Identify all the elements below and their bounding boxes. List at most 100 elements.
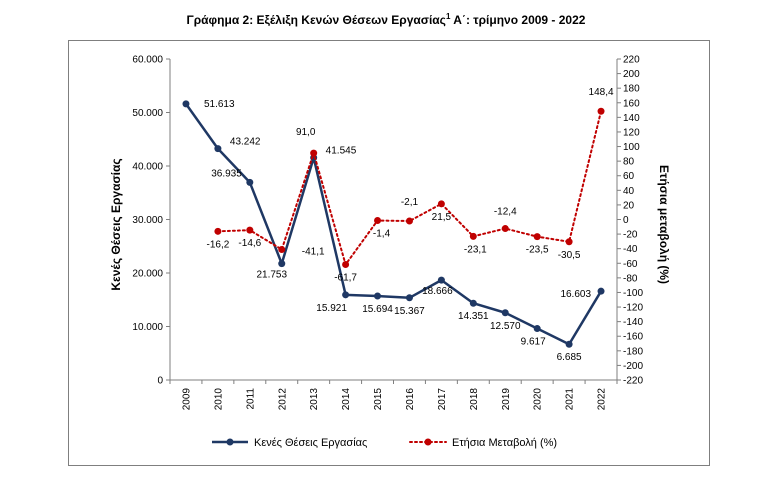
series-vacancies-point: [533, 325, 541, 333]
y-left-tick-label: 50.000: [132, 108, 163, 119]
series-vacancies-point: [405, 294, 413, 302]
x-tick-label: 2018: [469, 388, 480, 411]
y-right-tick-label: 20: [623, 200, 635, 211]
series-annual-change-line: [216, 110, 603, 267]
series-vacancies-point: [374, 292, 382, 300]
y-left-tick-label: 10.000: [132, 322, 163, 333]
vacancies-data-label: 15.694: [362, 304, 393, 315]
legend-annual-change-marker: [424, 438, 432, 446]
y-right-tick-label: -120: [623, 303, 643, 314]
series-vacancies-point: [214, 145, 222, 153]
series-vacancies-point: [565, 340, 573, 348]
y-right-tick-label: 0: [623, 215, 629, 226]
series-annual-change-point: [501, 225, 509, 233]
y-right-tick-label: 140: [623, 113, 640, 124]
x-tick-label: 2010: [213, 388, 224, 411]
annual-change-data-label: -16,2: [206, 239, 229, 250]
y-right-tick-label: -180: [623, 346, 643, 357]
y-right-tick-label: -80: [623, 273, 638, 284]
x-tick-label: 2017: [437, 388, 448, 411]
y-axis-left-title: Κενές Θέσεις Εργασίας: [109, 158, 123, 290]
y-right-tick-label: -100: [623, 288, 643, 299]
x-tick-label: 2016: [405, 388, 416, 411]
vacancies-data-label: 15.367: [394, 306, 425, 317]
annual-change-data-label: 148,4: [589, 87, 614, 98]
series-annual-change-point: [374, 217, 382, 225]
x-tick-label: 2015: [373, 388, 384, 411]
vacancies-data-label: 43.242: [230, 137, 261, 148]
annual-change-data-label: -23,1: [464, 244, 487, 255]
y-right-tick-label: 40: [623, 186, 635, 197]
series-annual-change-point: [533, 233, 541, 241]
vacancies-data-label: 9.617: [521, 337, 546, 348]
y-left-tick-label: 30.000: [132, 215, 163, 226]
axes: 0 10.000 20.000 30.000 40.000 50.000 60.000 -22…: [109, 55, 671, 411]
series-vacancies-point: [246, 178, 254, 186]
series-annual-change-point: [278, 245, 286, 253]
y-right-tick-label: -200: [623, 361, 643, 372]
series-vacancies-point: [501, 309, 509, 317]
y-right-tick-label: 100: [623, 142, 640, 153]
x-tick-label: 2019: [501, 388, 512, 411]
series-vacancies: [182, 100, 605, 348]
series-annual-change-point: [405, 217, 413, 225]
series-annual-change-point: [565, 238, 573, 246]
y-left-tick-label: 0: [157, 376, 163, 387]
annual-change-data-label: -23,5: [526, 245, 549, 256]
y-right-tick-label: -220: [623, 376, 643, 387]
y-right-tick-label: 60: [623, 171, 635, 182]
series-annual-change-point: [597, 107, 605, 115]
legend-vacancies-label: Κενές Θέσεις Εργασίας: [254, 437, 367, 449]
y-right-tick-label: 220: [623, 55, 640, 66]
y-left-tick-label: 20.000: [132, 269, 163, 280]
legend-annual-change-label: Ετήσια Μεταβολή (%): [452, 437, 557, 449]
vacancies-data-label: 18.666: [422, 286, 453, 297]
series-annual-change-point: [246, 226, 254, 234]
series-vacancies-point: [437, 276, 445, 284]
vacancies-data-label: 6.685: [557, 352, 582, 363]
y-left-tick-label: 60.000: [132, 55, 163, 66]
annual-change-data-label: 91,0: [296, 127, 316, 138]
annual-change-data-label: 21,5: [432, 212, 452, 223]
series-annual-change-point: [310, 149, 318, 157]
chart-frame: [68, 40, 710, 466]
x-tick-label: 2012: [277, 388, 288, 411]
vacancies-data-label: 51.613: [204, 99, 235, 110]
y-right-tick-label: 120: [623, 127, 640, 138]
series-vacancies-point: [469, 299, 477, 307]
y-right-tick-label: -20: [623, 230, 638, 241]
y-right-tick-label: 80: [623, 157, 635, 168]
chart-title-footnote-mark: 1: [445, 12, 451, 21]
annual-change-data-label: -14,6: [238, 238, 261, 249]
vacancies-data-label: 21.753: [256, 270, 287, 281]
series-annual-change-point: [469, 232, 477, 240]
annual-change-data-label: -41,1: [302, 246, 325, 257]
chart-title-main: Γράφημα 2: Εξέλιξη Κενών Θέσεων Εργασίας: [186, 13, 446, 27]
annual-change-data-label: -1,4: [373, 229, 391, 240]
annual-change-data-label: -61,7: [334, 273, 357, 284]
chart-title-rest: Α΄: τρίμηνο 2009 - 2022: [450, 13, 586, 27]
chart-title: Γράφημα 2: Εξέλιξη Κενών Θέσεων Εργασίας…: [0, 12, 772, 27]
x-tick-label: 2011: [245, 388, 256, 410]
x-tick-label: 2009: [181, 388, 192, 411]
vacancies-data-label: 15.921: [316, 303, 347, 314]
y-right-tick-label: 160: [623, 98, 640, 109]
series-annual-change: [214, 107, 605, 269]
y-right-tick-label: 200: [623, 69, 640, 80]
y-right-tick-label: -40: [623, 244, 638, 255]
y-right-tick-label: -60: [623, 259, 638, 270]
y-right-tick-label: -160: [623, 332, 643, 343]
series-vacancies-point: [597, 287, 605, 295]
y-axis-right-title: Ετήσια μεταβολή (%): [657, 165, 671, 284]
x-tick-label: 2013: [309, 388, 320, 411]
series-annual-change-point: [214, 227, 222, 235]
vacancies-data-label: 12.570: [490, 321, 521, 332]
series-vacancies-point: [182, 100, 190, 108]
vacancies-data-label: 36.935: [211, 168, 242, 179]
y-right-tick-label: 180: [623, 84, 640, 95]
series-annual-change-point: [437, 200, 445, 208]
x-tick-label: 2020: [533, 388, 544, 411]
annual-change-data-label: -30,5: [558, 250, 581, 261]
x-tick-label: 2014: [341, 388, 352, 411]
